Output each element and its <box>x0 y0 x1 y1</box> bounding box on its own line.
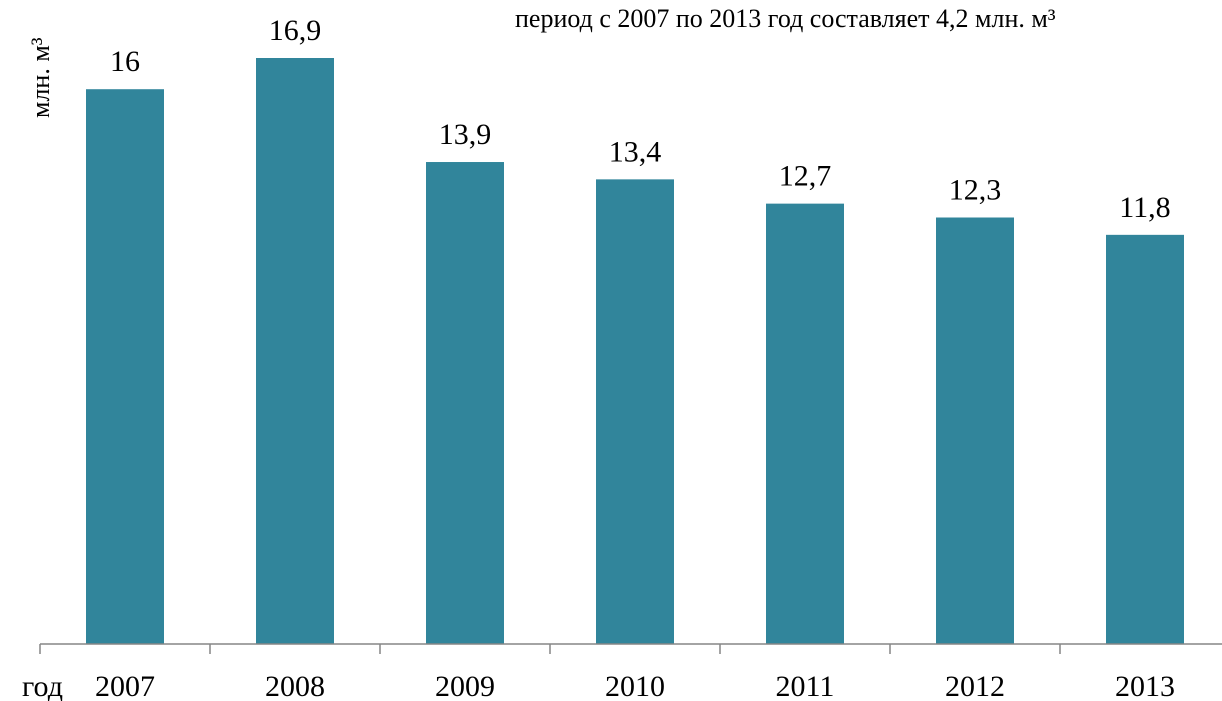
value-labels-group: 16 16,9 13,9 13,4 12,7 12,3 11,8 <box>110 14 1171 224</box>
tick-label-2009: 2009 <box>435 670 495 701</box>
x-axis-ticks <box>39 644 1061 654</box>
bar-2009 <box>426 162 504 644</box>
bar-2008 <box>256 58 334 644</box>
tick-label-2011: 2011 <box>776 670 835 701</box>
bar-2012 <box>936 217 1014 644</box>
x-axis-tick-labels: 2007 2008 2009 2010 2011 2012 2013 <box>95 670 1175 701</box>
bar-2007 <box>86 89 164 645</box>
bar-2013 <box>1106 234 1184 644</box>
value-label-2010: 13,4 <box>609 135 662 168</box>
value-label-2013: 11,8 <box>1119 191 1170 224</box>
tick-label-2007: 2007 <box>95 670 155 701</box>
chart-annotation: период с 2007 по 2013 год составляет 4,2… <box>515 4 1056 33</box>
tick-label-2012: 2012 <box>945 670 1005 701</box>
bar-2010 <box>596 179 674 644</box>
value-label-2007: 16 <box>110 45 140 78</box>
x-axis-label: год <box>22 670 63 701</box>
tick-label-2013: 2013 <box>1115 670 1175 701</box>
y-axis-label: млн. м³ <box>26 37 55 118</box>
bars-group <box>86 58 1184 645</box>
bar-2011 <box>766 203 844 645</box>
value-label-2011: 12,7 <box>779 160 832 193</box>
value-label-2008: 16,9 <box>269 14 322 47</box>
tick-label-2010: 2010 <box>605 670 665 701</box>
tick-label-2008: 2008 <box>265 670 325 701</box>
value-label-2009: 13,9 <box>439 118 492 151</box>
value-label-2012: 12,3 <box>949 174 1002 207</box>
